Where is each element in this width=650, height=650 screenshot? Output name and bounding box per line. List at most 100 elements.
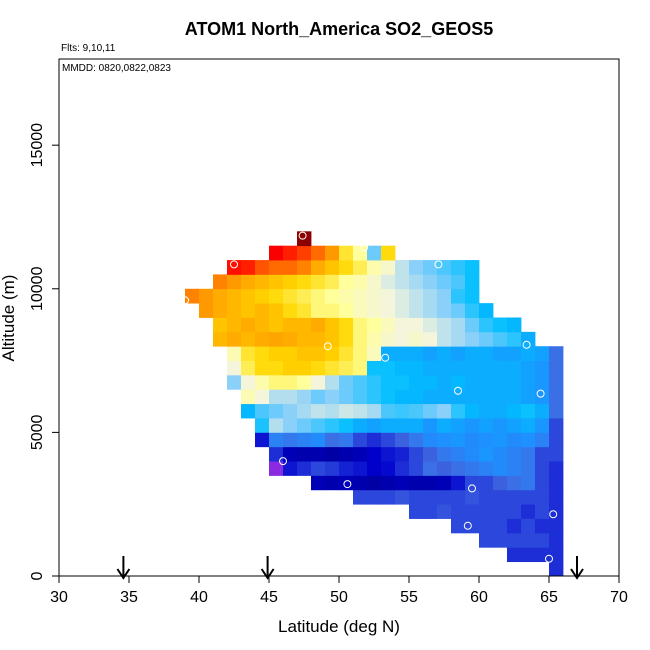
heatmap-cell (199, 288, 214, 304)
heatmap-cell (437, 432, 452, 448)
heatmap-cell (311, 245, 326, 261)
heatmap-cell (283, 317, 298, 333)
heatmap-cell (269, 260, 284, 275)
heatmap-cell (255, 432, 270, 448)
heatmap-cell (241, 331, 256, 347)
heatmap-cell (521, 360, 536, 376)
heatmap-cell (479, 374, 494, 390)
heatmap-cell (353, 461, 368, 476)
heatmap-cell (507, 389, 522, 405)
heatmap-cell (549, 403, 564, 419)
sample-point (381, 353, 390, 362)
heatmap-cell (339, 245, 354, 261)
heatmap-cell (269, 360, 284, 376)
heatmap-cell (549, 461, 564, 476)
heatmap-cell (367, 360, 382, 376)
heatmap-cell (437, 374, 452, 390)
heatmap-cell (465, 418, 480, 433)
heatmap-cell (535, 504, 550, 519)
heatmap-cell (381, 475, 396, 491)
heatmap-cell (381, 288, 396, 304)
heatmap-cell (269, 461, 284, 476)
heatmap-cell (395, 317, 410, 333)
heatmap-cell (339, 288, 354, 304)
heatmap-cell (269, 403, 284, 419)
heatmap-cell (241, 303, 256, 318)
heatmap-cell (269, 346, 284, 361)
heatmap-cell (227, 374, 242, 390)
y-axis-label: Altitude (m) (0, 275, 18, 362)
heatmap-cell (297, 346, 312, 361)
heatmap-cell (437, 389, 452, 405)
heatmap-cell (465, 303, 480, 318)
heatmap-cell (479, 346, 494, 361)
heatmap-cell (395, 303, 410, 318)
heatmap-cell (255, 288, 270, 304)
heatmap-cell (325, 475, 340, 491)
heatmap-cell (465, 346, 480, 361)
heatmap-cell (353, 374, 368, 390)
heatmap-cell (507, 475, 522, 491)
sample-point (545, 554, 553, 563)
heatmap-cell (255, 360, 270, 376)
heatmap-cell (241, 274, 256, 290)
heatmap-cell (297, 418, 312, 433)
heatmap-cell (465, 489, 480, 505)
sample-point (468, 484, 476, 493)
x-tick-label: 60 (470, 589, 488, 606)
heatmap-cell (437, 403, 452, 419)
heatmap-cell (269, 274, 284, 290)
heatmap-cell (479, 446, 494, 462)
heatmap-cell (549, 518, 564, 534)
heatmap-cell (409, 461, 424, 476)
heatmap-cell (367, 461, 382, 476)
heatmap-cell (367, 346, 382, 361)
heatmap-cell (283, 374, 298, 390)
heatmap-cell (325, 403, 340, 419)
heatmap-cell (297, 245, 312, 261)
heatmap-cell (367, 331, 382, 347)
heatmap-cell (353, 274, 368, 290)
heatmap-cell (423, 317, 438, 333)
heatmap-cell (311, 374, 326, 390)
sample-point (549, 510, 558, 519)
x-tick-label: 65 (540, 589, 558, 606)
heatmap-cell (479, 518, 494, 534)
heatmap-cell (325, 260, 340, 275)
heatmap-cell (451, 389, 466, 405)
heatmap-cell (283, 389, 298, 405)
heatmap-cell (521, 518, 536, 534)
heatmap-cell (479, 432, 494, 448)
heatmap-cell (325, 274, 340, 290)
heatmap-cell (269, 389, 284, 405)
heatmap-cell (507, 532, 522, 548)
x-tick-label: 40 (190, 589, 208, 606)
heatmap-cell (255, 374, 270, 390)
heatmap-cell (395, 360, 410, 376)
heatmap-cell (395, 389, 410, 405)
heatmap-cell (381, 260, 396, 275)
x-tick-label: 30 (50, 589, 68, 606)
heatmap-cell (535, 547, 550, 563)
heatmap-cell (311, 360, 326, 376)
heatmap-cell (255, 331, 270, 347)
heatmap-cell (381, 245, 396, 261)
heatmap-cell (521, 432, 536, 448)
heatmap-cell (451, 303, 466, 318)
heatmap-cell (465, 518, 480, 534)
heatmap-cell (353, 360, 368, 376)
heatmap-cell (297, 432, 312, 448)
heatmap-cell (479, 389, 494, 405)
heatmap-cell (465, 504, 480, 519)
heatmap-cell (437, 260, 452, 275)
heatmap-cell (549, 489, 564, 505)
sample-point (279, 457, 287, 466)
heatmap-cell (325, 461, 340, 476)
heatmap-cell (437, 346, 452, 361)
heatmap-cell (521, 446, 536, 462)
heatmap-cell (409, 389, 424, 405)
sample-point (181, 296, 189, 305)
heatmap-cell (227, 360, 242, 376)
heatmap-cell (353, 432, 368, 448)
